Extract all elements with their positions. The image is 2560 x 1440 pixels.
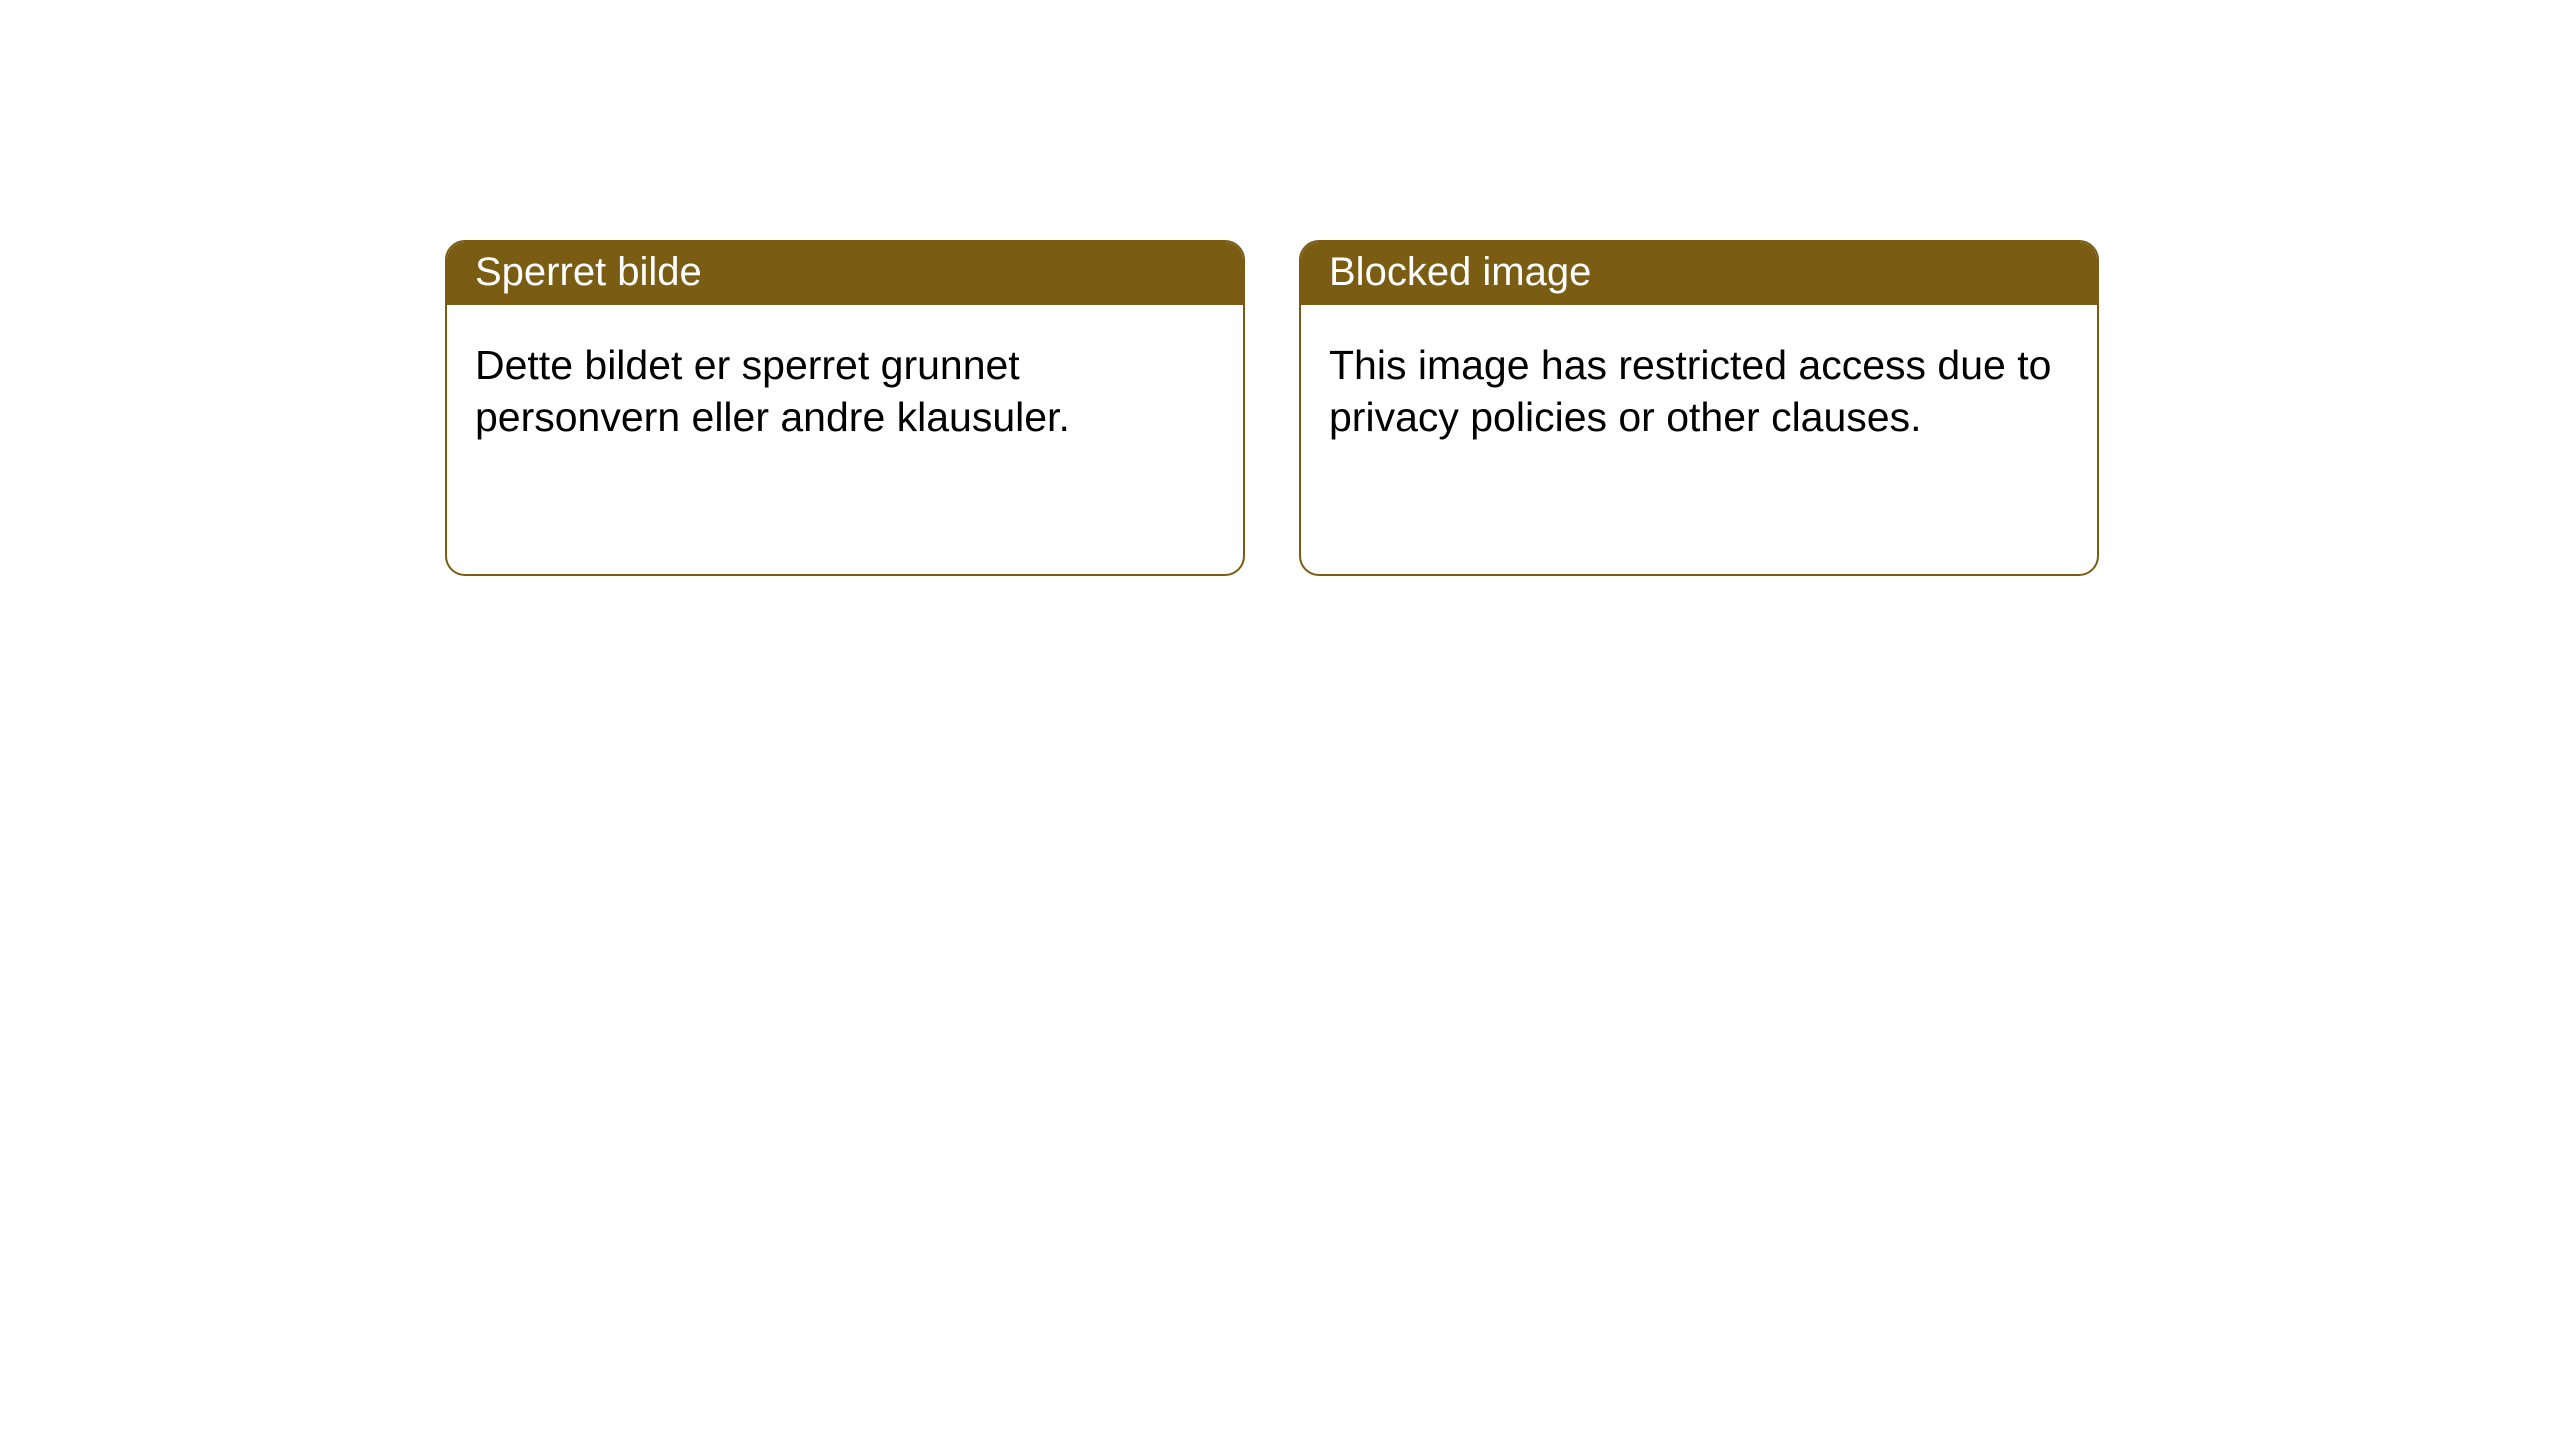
notice-box-en: Blocked image This image has restricted … xyxy=(1299,240,2099,576)
notice-container: Sperret bilde Dette bildet er sperret gr… xyxy=(0,0,2560,576)
notice-body-en: This image has restricted access due to … xyxy=(1301,305,2097,478)
notice-title-no: Sperret bilde xyxy=(447,242,1243,305)
notice-title-en: Blocked image xyxy=(1301,242,2097,305)
notice-box-no: Sperret bilde Dette bildet er sperret gr… xyxy=(445,240,1245,576)
notice-body-no: Dette bildet er sperret grunnet personve… xyxy=(447,305,1243,478)
